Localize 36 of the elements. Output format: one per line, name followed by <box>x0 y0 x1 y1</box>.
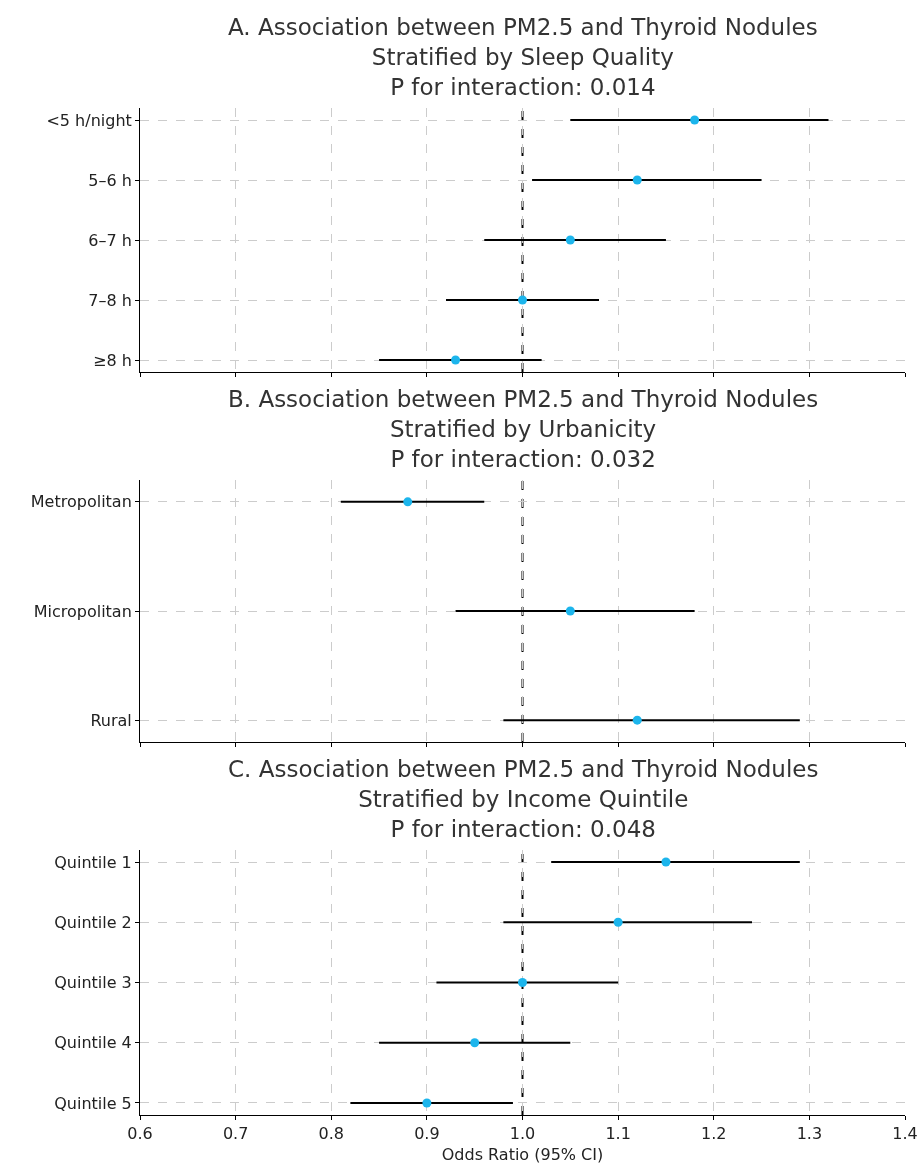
x-tick-label: 0.7 <box>222 1124 249 1144</box>
chart-title: C. Association between PM2.5 and Thyroid Nodules Stratified by Income Quintile P for interaction: 0.048 <box>228 756 819 842</box>
y-tick-label: Quintile 2 <box>54 912 132 932</box>
x-tick-label: 0.6 <box>127 1124 153 1144</box>
x-tick-label: 1.2 <box>701 1124 727 1144</box>
x-tick-label: 1.3 <box>796 1124 823 1144</box>
y-tick-label: 7–8 h <box>88 290 132 310</box>
y-tick-label: 5–6 h <box>88 170 132 190</box>
point <box>518 295 527 305</box>
x-tick-label: 0.9 <box>414 1124 440 1144</box>
point <box>690 115 700 125</box>
y-tick-label: Micropolitan <box>33 601 132 621</box>
x-axis-title: Odds Ratio (95% CI) <box>441 1144 604 1164</box>
point <box>613 917 623 927</box>
y-tick-label: Quintile 5 <box>54 1093 132 1113</box>
point <box>565 235 575 245</box>
y-tick-label: Rural <box>90 710 132 730</box>
y-tick-label: Quintile 1 <box>54 852 132 872</box>
y-tick-label: Quintile 3 <box>54 973 132 993</box>
x-tick-label: 1.0 <box>509 1124 536 1144</box>
y-tick-label: 6–7 h <box>88 230 132 250</box>
point <box>422 1098 432 1108</box>
point <box>661 857 671 867</box>
chart-title: A. Association between PM2.5 and Thyroid Nodules Stratified by Sleep Quality P for interaction: 0.014 <box>228 14 818 100</box>
y-tick-label: ≥8 h <box>92 350 132 370</box>
chart-title: B. Association between PM2.5 and Thyroid Nodules Stratified by Urbanicity P for interaction: 0.032 <box>228 386 819 472</box>
x-tick-label: 1.4 <box>892 1124 918 1144</box>
point <box>451 355 461 365</box>
point <box>470 1038 480 1048</box>
y-tick-label: <5 h/night <box>46 110 132 130</box>
point <box>632 175 642 185</box>
x-tick-label: 0.8 <box>318 1124 344 1144</box>
y-tick-label: Quintile 4 <box>54 1033 132 1053</box>
y-tick-label: Metropolitan <box>30 492 132 512</box>
x-tick-label: 1.1 <box>605 1124 631 1144</box>
point <box>518 978 527 987</box>
